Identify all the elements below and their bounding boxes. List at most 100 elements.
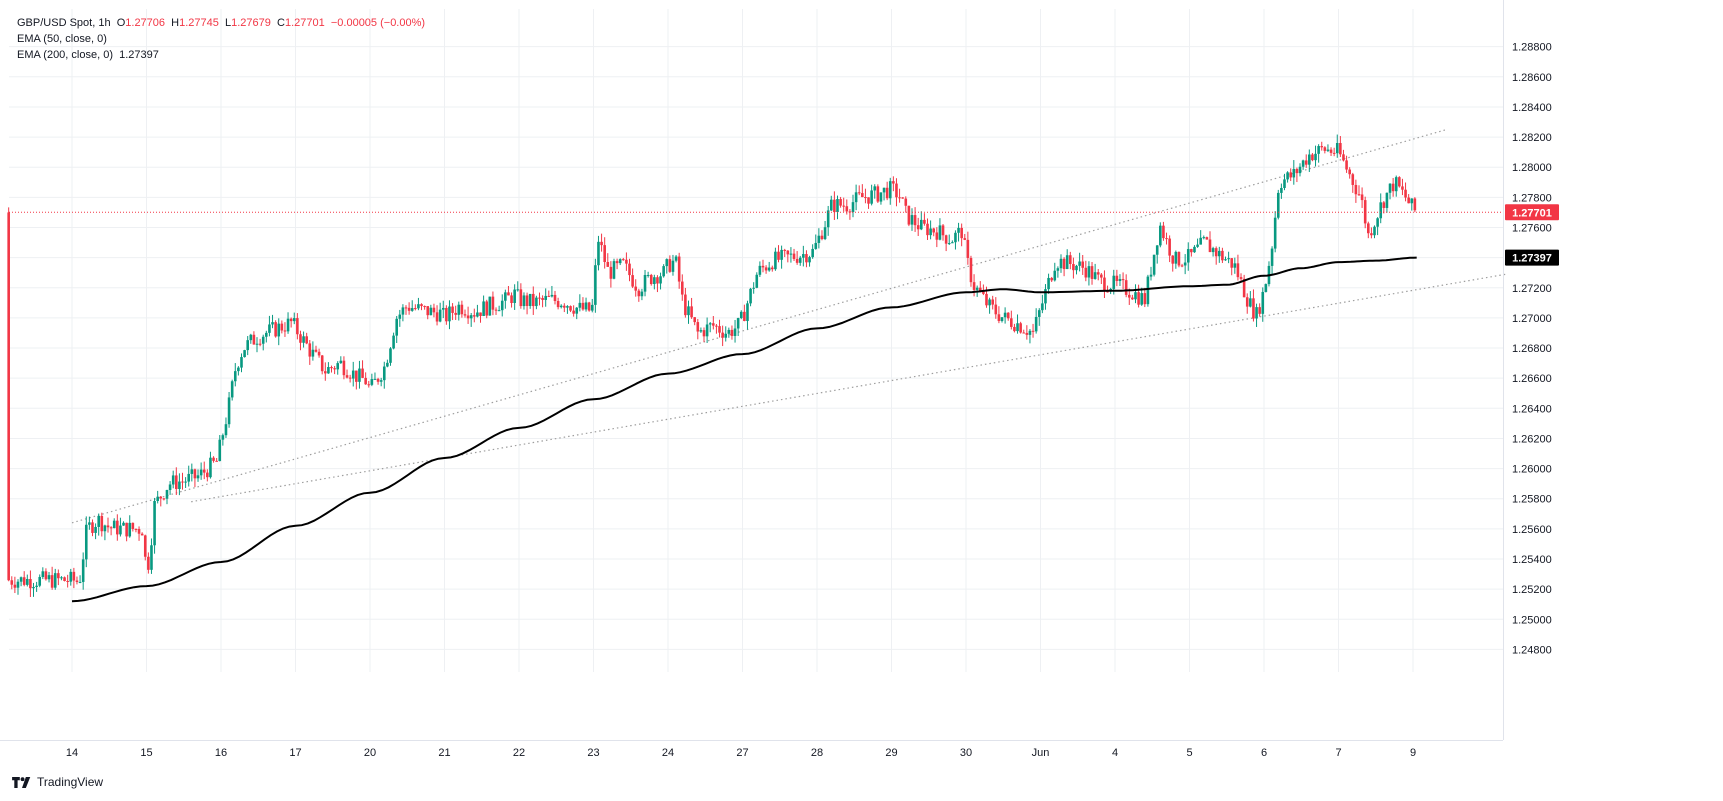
candle-body bbox=[916, 225, 920, 230]
candle-body bbox=[106, 525, 110, 528]
candle-body bbox=[1354, 184, 1358, 195]
candle-body bbox=[60, 577, 63, 579]
candle-body bbox=[69, 571, 73, 582]
candle-body bbox=[1320, 146, 1324, 148]
candle-body bbox=[190, 469, 194, 474]
candle-body bbox=[473, 315, 476, 317]
candle-body bbox=[243, 350, 246, 358]
ema200-badge bbox=[1505, 249, 1559, 266]
candle-body bbox=[13, 584, 17, 588]
candle-body bbox=[845, 206, 849, 212]
candle-body bbox=[218, 439, 222, 462]
candle-body bbox=[569, 306, 572, 311]
candle-body bbox=[119, 525, 122, 535]
candle-body bbox=[426, 306, 430, 316]
candle-body bbox=[66, 580, 69, 582]
candle-body bbox=[1047, 277, 1050, 290]
candle-body bbox=[1323, 147, 1327, 151]
candle-body bbox=[438, 309, 442, 322]
candle-body bbox=[292, 318, 296, 322]
candle-body bbox=[777, 251, 780, 260]
candle-body bbox=[662, 266, 665, 277]
ohlc-change: −0.00005 (−0.00%) bbox=[330, 17, 426, 29]
candle-body bbox=[603, 245, 606, 263]
candle-body bbox=[382, 366, 386, 381]
candle-body bbox=[1016, 323, 1019, 332]
candle-body bbox=[525, 295, 529, 306]
candle-body bbox=[960, 227, 963, 239]
candle-body bbox=[1245, 297, 1249, 307]
candle-body bbox=[103, 525, 107, 532]
candle-body bbox=[181, 481, 184, 483]
candle-body bbox=[237, 367, 240, 372]
candle-body bbox=[792, 253, 796, 259]
candle-body bbox=[1351, 174, 1355, 185]
candle-body bbox=[1190, 249, 1193, 253]
candle-body bbox=[798, 257, 802, 263]
tradingview-brand[interactable]: TradingView bbox=[12, 775, 103, 789]
legend-ema50-row[interactable]: EMA (50, close, 0) bbox=[17, 31, 425, 47]
candle-body bbox=[826, 210, 830, 228]
candle-body bbox=[594, 265, 597, 305]
candle-body bbox=[265, 332, 268, 337]
candle-body bbox=[1072, 264, 1075, 271]
candle-body bbox=[1186, 249, 1190, 263]
candle-body bbox=[531, 293, 535, 307]
candle-body bbox=[485, 301, 489, 316]
candle-body bbox=[715, 325, 718, 327]
candle-body bbox=[755, 274, 759, 288]
candle-body bbox=[81, 559, 85, 582]
candle-body bbox=[820, 235, 824, 240]
symbol-name[interactable]: GBP/USD Spot bbox=[17, 17, 93, 29]
legend-ema200-row[interactable]: EMA (200, close, 0) 1.27397 bbox=[17, 47, 425, 63]
candle-body bbox=[783, 249, 787, 251]
interval[interactable]: 1h bbox=[98, 17, 111, 29]
candle-body bbox=[280, 323, 284, 331]
candle-body bbox=[1096, 272, 1100, 275]
candle-body bbox=[578, 302, 582, 308]
candle-body bbox=[1317, 146, 1320, 154]
candle-body bbox=[209, 457, 212, 478]
candle-body bbox=[448, 306, 451, 322]
candle-body bbox=[1155, 245, 1159, 255]
candle-body bbox=[941, 225, 945, 236]
candle-body bbox=[1242, 278, 1246, 298]
candle-body bbox=[969, 257, 973, 283]
candle-body bbox=[985, 293, 988, 306]
candle-body bbox=[224, 424, 228, 436]
candle-body bbox=[1404, 189, 1407, 198]
candle-body bbox=[451, 306, 454, 313]
candle-body bbox=[327, 367, 330, 374]
x-tick-label: 4 bbox=[1112, 747, 1118, 759]
candle-body bbox=[460, 304, 464, 315]
candle-body bbox=[109, 527, 113, 529]
candle-body bbox=[178, 481, 181, 490]
candle-body bbox=[221, 435, 225, 440]
candle-body bbox=[1199, 237, 1202, 245]
y-tick-label: 1.27000 bbox=[1512, 313, 1552, 325]
candle-body bbox=[1112, 275, 1116, 289]
candle-body bbox=[1332, 152, 1336, 154]
candle-body bbox=[423, 306, 426, 308]
candle-body bbox=[1379, 202, 1383, 219]
candle-body bbox=[1208, 239, 1212, 253]
candle-body bbox=[1298, 166, 1302, 174]
candle-body bbox=[572, 310, 575, 314]
candle-body bbox=[516, 289, 520, 291]
candle-body bbox=[57, 573, 60, 579]
candle-body bbox=[84, 524, 88, 560]
candle-body bbox=[538, 297, 541, 299]
candle-body bbox=[345, 375, 349, 378]
candle-body bbox=[1239, 277, 1243, 279]
ohlc-close-label: C bbox=[277, 17, 285, 29]
candle-body bbox=[1050, 277, 1053, 281]
candle-body bbox=[320, 355, 324, 372]
candle-body bbox=[202, 469, 206, 473]
candle-body bbox=[680, 281, 684, 295]
candle-body bbox=[786, 250, 790, 255]
candle-body bbox=[761, 265, 765, 268]
candle-body bbox=[1382, 202, 1386, 208]
candle-body bbox=[609, 266, 613, 279]
candle-body bbox=[631, 275, 634, 287]
